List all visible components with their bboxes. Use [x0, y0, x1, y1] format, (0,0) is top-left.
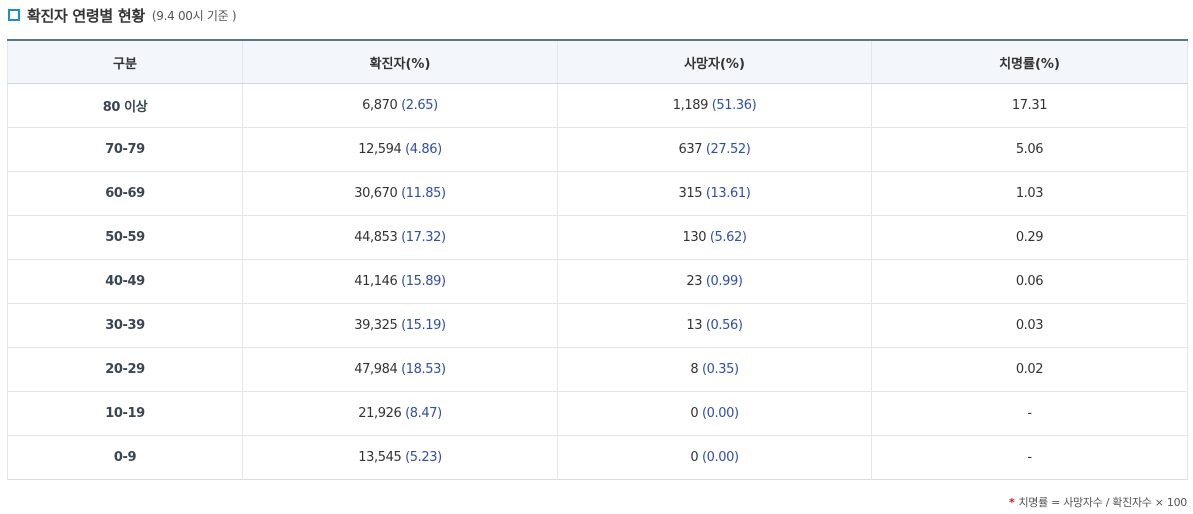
deaths-percent: (0.00): [701, 406, 739, 421]
deaths-cell: 1,189 (51.36): [557, 83, 872, 128]
deaths-cell: 23 (0.99): [557, 259, 872, 304]
table-row: 30-39 39,325 (15.19) 13 (0.56) 0.03: [7, 303, 1188, 348]
confirmed-percent: (18.53): [401, 362, 446, 377]
deaths-count: 315: [678, 186, 703, 201]
table-row: 60-69 30,670 (11.85) 315 (13.61) 1.03: [7, 171, 1188, 216]
confirmed-cell: 30,670 (11.85): [242, 171, 558, 216]
column-header-group: 구분: [7, 40, 243, 84]
fatality-rate-cell: 0.06: [871, 259, 1188, 304]
deaths-count: 637: [678, 142, 703, 157]
deaths-percent: (0.35): [701, 362, 739, 377]
deaths-cell: 13 (0.56): [557, 303, 872, 348]
column-header-fatality: 치명률(%): [871, 40, 1188, 84]
age-group-cell: 40-49: [7, 259, 243, 304]
confirmed-percent: (17.32): [401, 230, 446, 245]
deaths-cell: 637 (27.52): [557, 127, 872, 172]
deaths-count: 1,189: [672, 98, 709, 113]
confirmed-cell: 6,870 (2.65): [242, 83, 558, 128]
page-subtitle: (9.4 00시 기준 ): [151, 8, 237, 23]
confirmed-count: 6,870: [362, 98, 398, 113]
confirmed-cell: 13,545 (5.23): [242, 435, 558, 480]
fatality-rate-cell: -: [871, 391, 1188, 436]
age-group-cell: 60-69: [7, 171, 243, 216]
table-row: 50-59 44,853 (17.32) 130 (5.62) 0.29: [7, 215, 1188, 260]
deaths-cell: 0 (0.00): [557, 391, 872, 436]
age-stats-table: 구분 확진자(%) 사망자(%) 치명률(%) 80 이상 6,870 (2.65…: [7, 39, 1188, 480]
deaths-count: 23: [686, 274, 703, 289]
deaths-percent: (5.62): [709, 230, 747, 245]
fatality-rate-cell: 0.03: [871, 303, 1188, 348]
confirmed-count: 41,146: [354, 274, 398, 289]
footnote-text: 치명률 = 사망자수 / 확진자수 × 100: [1018, 496, 1187, 509]
confirmed-count: 30,670: [354, 186, 398, 201]
confirmed-percent: (5.23): [405, 450, 442, 465]
deaths-percent: (0.00): [701, 450, 739, 465]
table-header: 구분 확진자(%) 사망자(%) 치명률(%): [7, 40, 1188, 84]
deaths-count: 0: [690, 406, 699, 421]
deaths-percent: (51.36): [711, 98, 757, 113]
table-body: 80 이상 6,870 (2.65) 1,189 (51.36) 17.31 70-79…: [7, 83, 1188, 480]
confirmed-cell: 21,926 (8.47): [242, 391, 558, 436]
confirmed-percent: (8.47): [405, 406, 442, 421]
table-row: 80 이상 6,870 (2.65) 1,189 (51.36) 17.31: [7, 83, 1188, 128]
deaths-count: 130: [682, 230, 707, 245]
deaths-cell: 0 (0.00): [557, 435, 872, 480]
age-group-cell: 80 이상: [7, 83, 243, 128]
fatality-rate-cell: 17.31: [871, 83, 1188, 128]
deaths-cell: 8 (0.35): [557, 347, 872, 392]
confirmed-cell: 44,853 (17.32): [242, 215, 558, 260]
confirmed-count: 39,325: [354, 318, 398, 333]
age-group-cell: 50-59: [7, 215, 243, 260]
deaths-percent: (0.56): [705, 318, 743, 333]
age-group-cell: 0-9: [113, 450, 137, 465]
deaths-percent: (27.52): [705, 142, 751, 157]
fatality-rate-cell: 1.03: [871, 171, 1188, 216]
fatality-rate-cell: -: [871, 435, 1188, 480]
deaths-count: 0: [690, 450, 699, 465]
age-group-cell: 10-19: [7, 391, 243, 436]
fatality-rate-cell: 0.29: [871, 215, 1188, 260]
deaths-count: 8: [690, 362, 699, 377]
table-row: 70-79 12,594 (4.86) 637 (27.52) 5.06: [7, 127, 1188, 172]
confirmed-cell: 12,594 (4.86): [242, 127, 558, 172]
confirmed-percent: (15.19): [401, 318, 446, 333]
confirmed-percent: (4.86): [405, 142, 442, 157]
confirmed-cell: 39,325 (15.19): [242, 303, 558, 348]
column-header-deaths: 사망자(%): [557, 40, 872, 84]
confirmed-count: 13,545: [358, 450, 402, 465]
column-header-confirmed: 확진자(%): [242, 40, 558, 84]
square-bullet-icon: [8, 9, 20, 21]
fatality-rate-cell: 0.02: [871, 347, 1188, 392]
confirmed-count: 47,984: [354, 362, 398, 377]
page-title: 확진자 연령별 현황: [27, 6, 145, 25]
fatality-rate-cell: 5.06: [871, 127, 1188, 172]
table-row: 20-29 47,984 (18.53) 8 (0.35) 0.02: [7, 347, 1188, 392]
table-header-row: 구분 확진자(%) 사망자(%) 치명률(%): [7, 40, 1188, 84]
deaths-percent: (0.99): [705, 274, 743, 289]
deaths-percent: (13.61): [705, 186, 751, 201]
age-group-cell: 70-79: [7, 127, 243, 172]
confirmed-percent: (15.89): [401, 274, 446, 289]
confirmed-count: 12,594: [358, 142, 402, 157]
confirmed-percent: (11.85): [401, 186, 446, 201]
deaths-cell: 130 (5.62): [557, 215, 872, 260]
deaths-cell: 315 (13.61): [557, 171, 872, 216]
footnote: * 치명률 = 사망자수 / 확진자수 × 100: [1009, 494, 1187, 510]
table-row: 40-49 41,146 (15.89) 23 (0.99) 0.06: [7, 259, 1188, 304]
age-group-cell: 20-29: [7, 347, 243, 392]
confirmed-cell: 41,146 (15.89): [242, 259, 558, 304]
table-row: 0-9 13,545 (5.23) 0 (0.00) -: [8, 435, 1188, 480]
deaths-count: 13: [686, 318, 703, 333]
confirmed-count: 21,926: [358, 406, 402, 421]
section-header: 확진자 연령별 현황 (9.4 00시 기준 ): [8, 4, 237, 26]
confirmed-cell: 47,984 (18.53): [242, 347, 558, 392]
footnote-marker: *: [1009, 496, 1015, 509]
confirmed-count: 44,853: [354, 230, 398, 245]
confirmed-percent: (2.65): [401, 98, 438, 113]
age-group-cell: 30-39: [7, 303, 243, 348]
table-row: 10-19 21,926 (8.47) 0 (0.00) -: [7, 391, 1188, 436]
